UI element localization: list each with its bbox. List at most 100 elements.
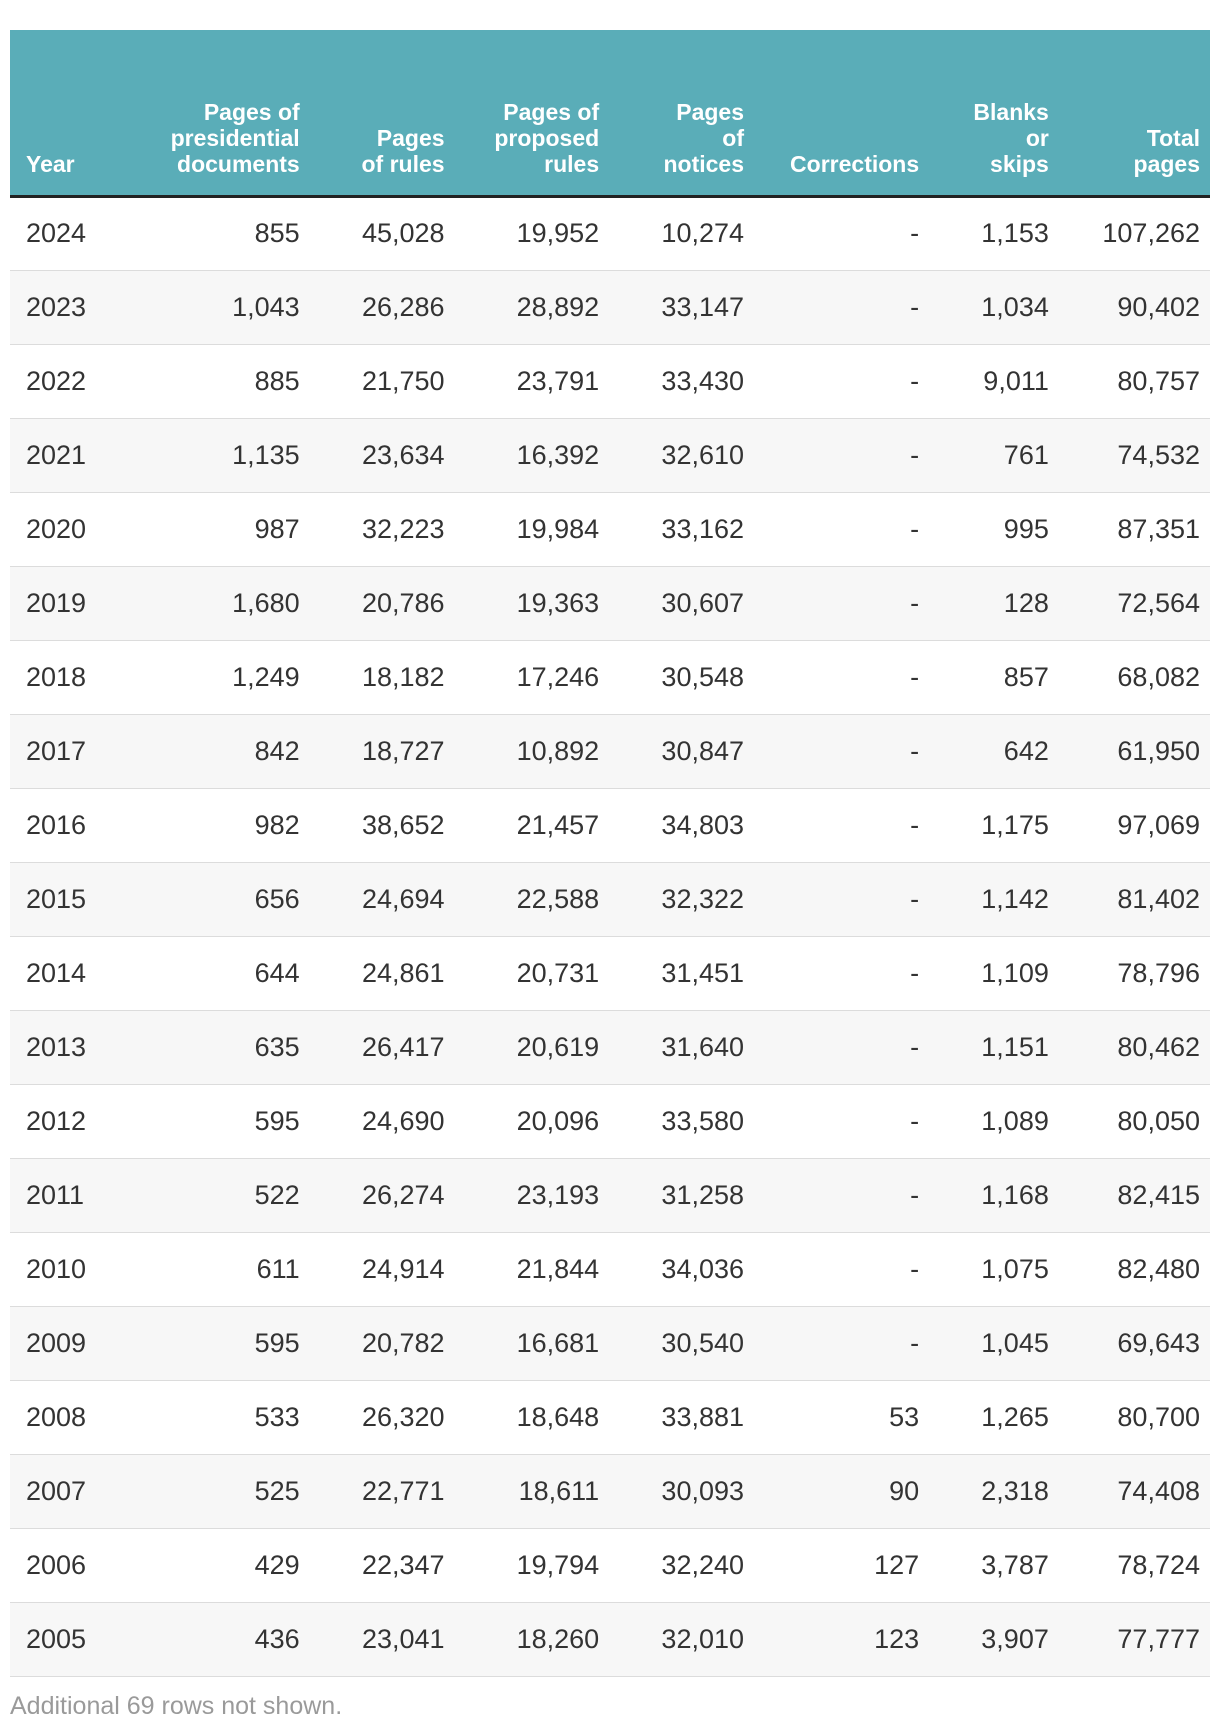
cell-presidential: 525 (254, 1475, 300, 1506)
cell-rules: 32,223 (361, 513, 445, 544)
cell-rules: 45,028 (361, 218, 445, 248)
column-header-corrections[interactable]: Corrections (744, 30, 919, 196)
table-row: 2007 525 22,771 18,611 30,093 90 2,318 74,408 (10, 1454, 1210, 1528)
cell-presidential: 595 (254, 1105, 300, 1136)
cell-blanks: 1,075 (981, 1253, 1049, 1284)
table-header: Year Pages of presidential documents Pages of… (10, 30, 1210, 196)
table-row: 2009 595 20,782 16,681 30,540 - 1,045 69,643 (10, 1306, 1210, 1380)
cell-corrections: - (910, 365, 920, 396)
header-row: Year Pages of presidential documents Pages of… (10, 30, 1210, 196)
column-header-rules[interactable]: Pages of rules (300, 30, 444, 196)
cell-proposed: 20,619 (516, 1031, 600, 1062)
cell-rules: 22,347 (361, 1549, 445, 1580)
cell-rules: 21,750 (361, 365, 445, 396)
cell-blanks: 761 (1003, 439, 1049, 470)
cell-year: 2007 (26, 1475, 87, 1506)
cell-total: 82,480 (1117, 1253, 1200, 1284)
cell-total: 72,564 (1117, 587, 1200, 618)
cell-total: 78,724 (1117, 1549, 1200, 1580)
cell-total: 90,402 (1117, 291, 1200, 322)
cell-blanks: 1,265 (981, 1401, 1049, 1432)
table-row: 2010 611 24,914 21,844 34,036 - 1,075 82,480 (10, 1232, 1210, 1306)
cell-corrections: - (910, 883, 920, 914)
cell-blanks: 9,011 (983, 365, 1049, 396)
cell-year: 2014 (26, 957, 87, 988)
cell-notices: 32,240 (661, 1549, 745, 1580)
cell-notices: 32,010 (661, 1623, 745, 1654)
cell-total: 80,050 (1117, 1105, 1200, 1136)
cell-blanks: 1,045 (981, 1327, 1049, 1358)
cell-year: 2023 (26, 291, 87, 322)
cell-proposed: 10,892 (516, 735, 600, 766)
table-row: 2020 987 32,223 19,984 33,162 - 995 87,351 (10, 492, 1210, 566)
cell-blanks: 1,175 (981, 809, 1049, 840)
cell-corrections: - (910, 439, 920, 470)
cell-corrections: - (910, 587, 920, 618)
cell-corrections: - (910, 1031, 920, 1062)
cell-presidential: 595 (254, 1327, 300, 1358)
cell-notices: 33,162 (661, 513, 745, 544)
cell-blanks: 1,109 (981, 957, 1049, 988)
column-header-year[interactable]: Year (10, 30, 134, 196)
column-header-line: Year (26, 150, 75, 177)
cell-proposed: 23,193 (516, 1179, 600, 1210)
cell-presidential: 635 (254, 1031, 300, 1062)
table-row: 2012 595 24,690 20,096 33,580 - 1,089 80,050 (10, 1084, 1210, 1158)
cell-notices: 30,093 (661, 1475, 745, 1506)
cell-presidential: 644 (254, 957, 300, 988)
column-header-line: documents (177, 150, 300, 177)
cell-proposed: 21,844 (516, 1253, 600, 1284)
cell-proposed: 21,457 (516, 809, 600, 840)
cell-total: 74,408 (1117, 1475, 1200, 1506)
cell-total: 80,462 (1117, 1031, 1200, 1062)
cell-year: 2016 (26, 809, 87, 840)
table-row: 2019 1,680 20,786 19,363 30,607 - 128 72,564 (10, 566, 1210, 640)
table-row: 2011 522 26,274 23,193 31,258 - 1,168 82,415 (10, 1158, 1210, 1232)
cell-total: 80,757 (1117, 365, 1200, 396)
cell-presidential: 611 (256, 1253, 300, 1284)
cell-year: 2019 (26, 587, 87, 618)
data-table-container: Year Pages of presidential documents Pages of… (10, 30, 1210, 1677)
cell-blanks: 1,142 (981, 883, 1049, 914)
column-header-line: pages (1133, 150, 1200, 177)
cell-proposed: 18,260 (516, 1623, 600, 1654)
cell-blanks: 857 (1003, 661, 1049, 692)
cell-year: 2008 (26, 1401, 87, 1432)
cell-rules: 26,320 (361, 1401, 445, 1432)
cell-presidential: 429 (254, 1549, 300, 1580)
cell-blanks: 1,089 (981, 1105, 1049, 1136)
cell-total: 87,351 (1117, 513, 1200, 544)
table-row: 2018 1,249 18,182 17,246 30,548 - 857 68,082 (10, 640, 1210, 714)
cell-proposed: 16,681 (516, 1327, 600, 1358)
cell-rules: 20,786 (361, 587, 445, 618)
cell-notices: 34,036 (661, 1253, 745, 1284)
column-header-total[interactable]: Total pages (1049, 30, 1210, 196)
cell-proposed: 18,648 (516, 1401, 600, 1432)
cell-corrections: - (910, 1327, 920, 1358)
cell-year: 2021 (26, 439, 87, 470)
cell-rules: 38,652 (361, 809, 445, 840)
cell-proposed: 18,611 (518, 1475, 600, 1506)
cell-corrections: - (910, 809, 920, 840)
column-header-proposed[interactable]: Pages of proposed rules (445, 30, 599, 196)
cell-notices: 30,548 (661, 661, 745, 692)
table-row: 2006 429 22,347 19,794 32,240 127 3,787 78,724 (10, 1528, 1210, 1602)
cell-proposed: 28,892 (516, 291, 600, 322)
cell-year: 2006 (26, 1549, 87, 1580)
cell-blanks: 1,034 (981, 291, 1049, 322)
column-header-presidential[interactable]: Pages of presidential documents (134, 30, 300, 196)
cell-corrections: - (910, 1253, 920, 1284)
cell-corrections: - (910, 661, 920, 692)
cell-corrections: - (910, 735, 920, 766)
cell-notices: 30,607 (661, 587, 745, 618)
cell-total: 68,082 (1117, 661, 1200, 692)
cell-corrections: - (910, 1179, 920, 1210)
column-header-line: of (722, 124, 745, 151)
column-header-notices[interactable]: Pages of notices (599, 30, 744, 196)
cell-presidential: 522 (254, 1179, 300, 1210)
cell-proposed: 20,731 (516, 957, 600, 988)
cell-proposed: 16,392 (516, 439, 600, 470)
cell-year: 2010 (26, 1253, 87, 1284)
column-header-blanks[interactable]: Blanks or skips (919, 30, 1049, 196)
column-header-line: skips (990, 150, 1049, 177)
